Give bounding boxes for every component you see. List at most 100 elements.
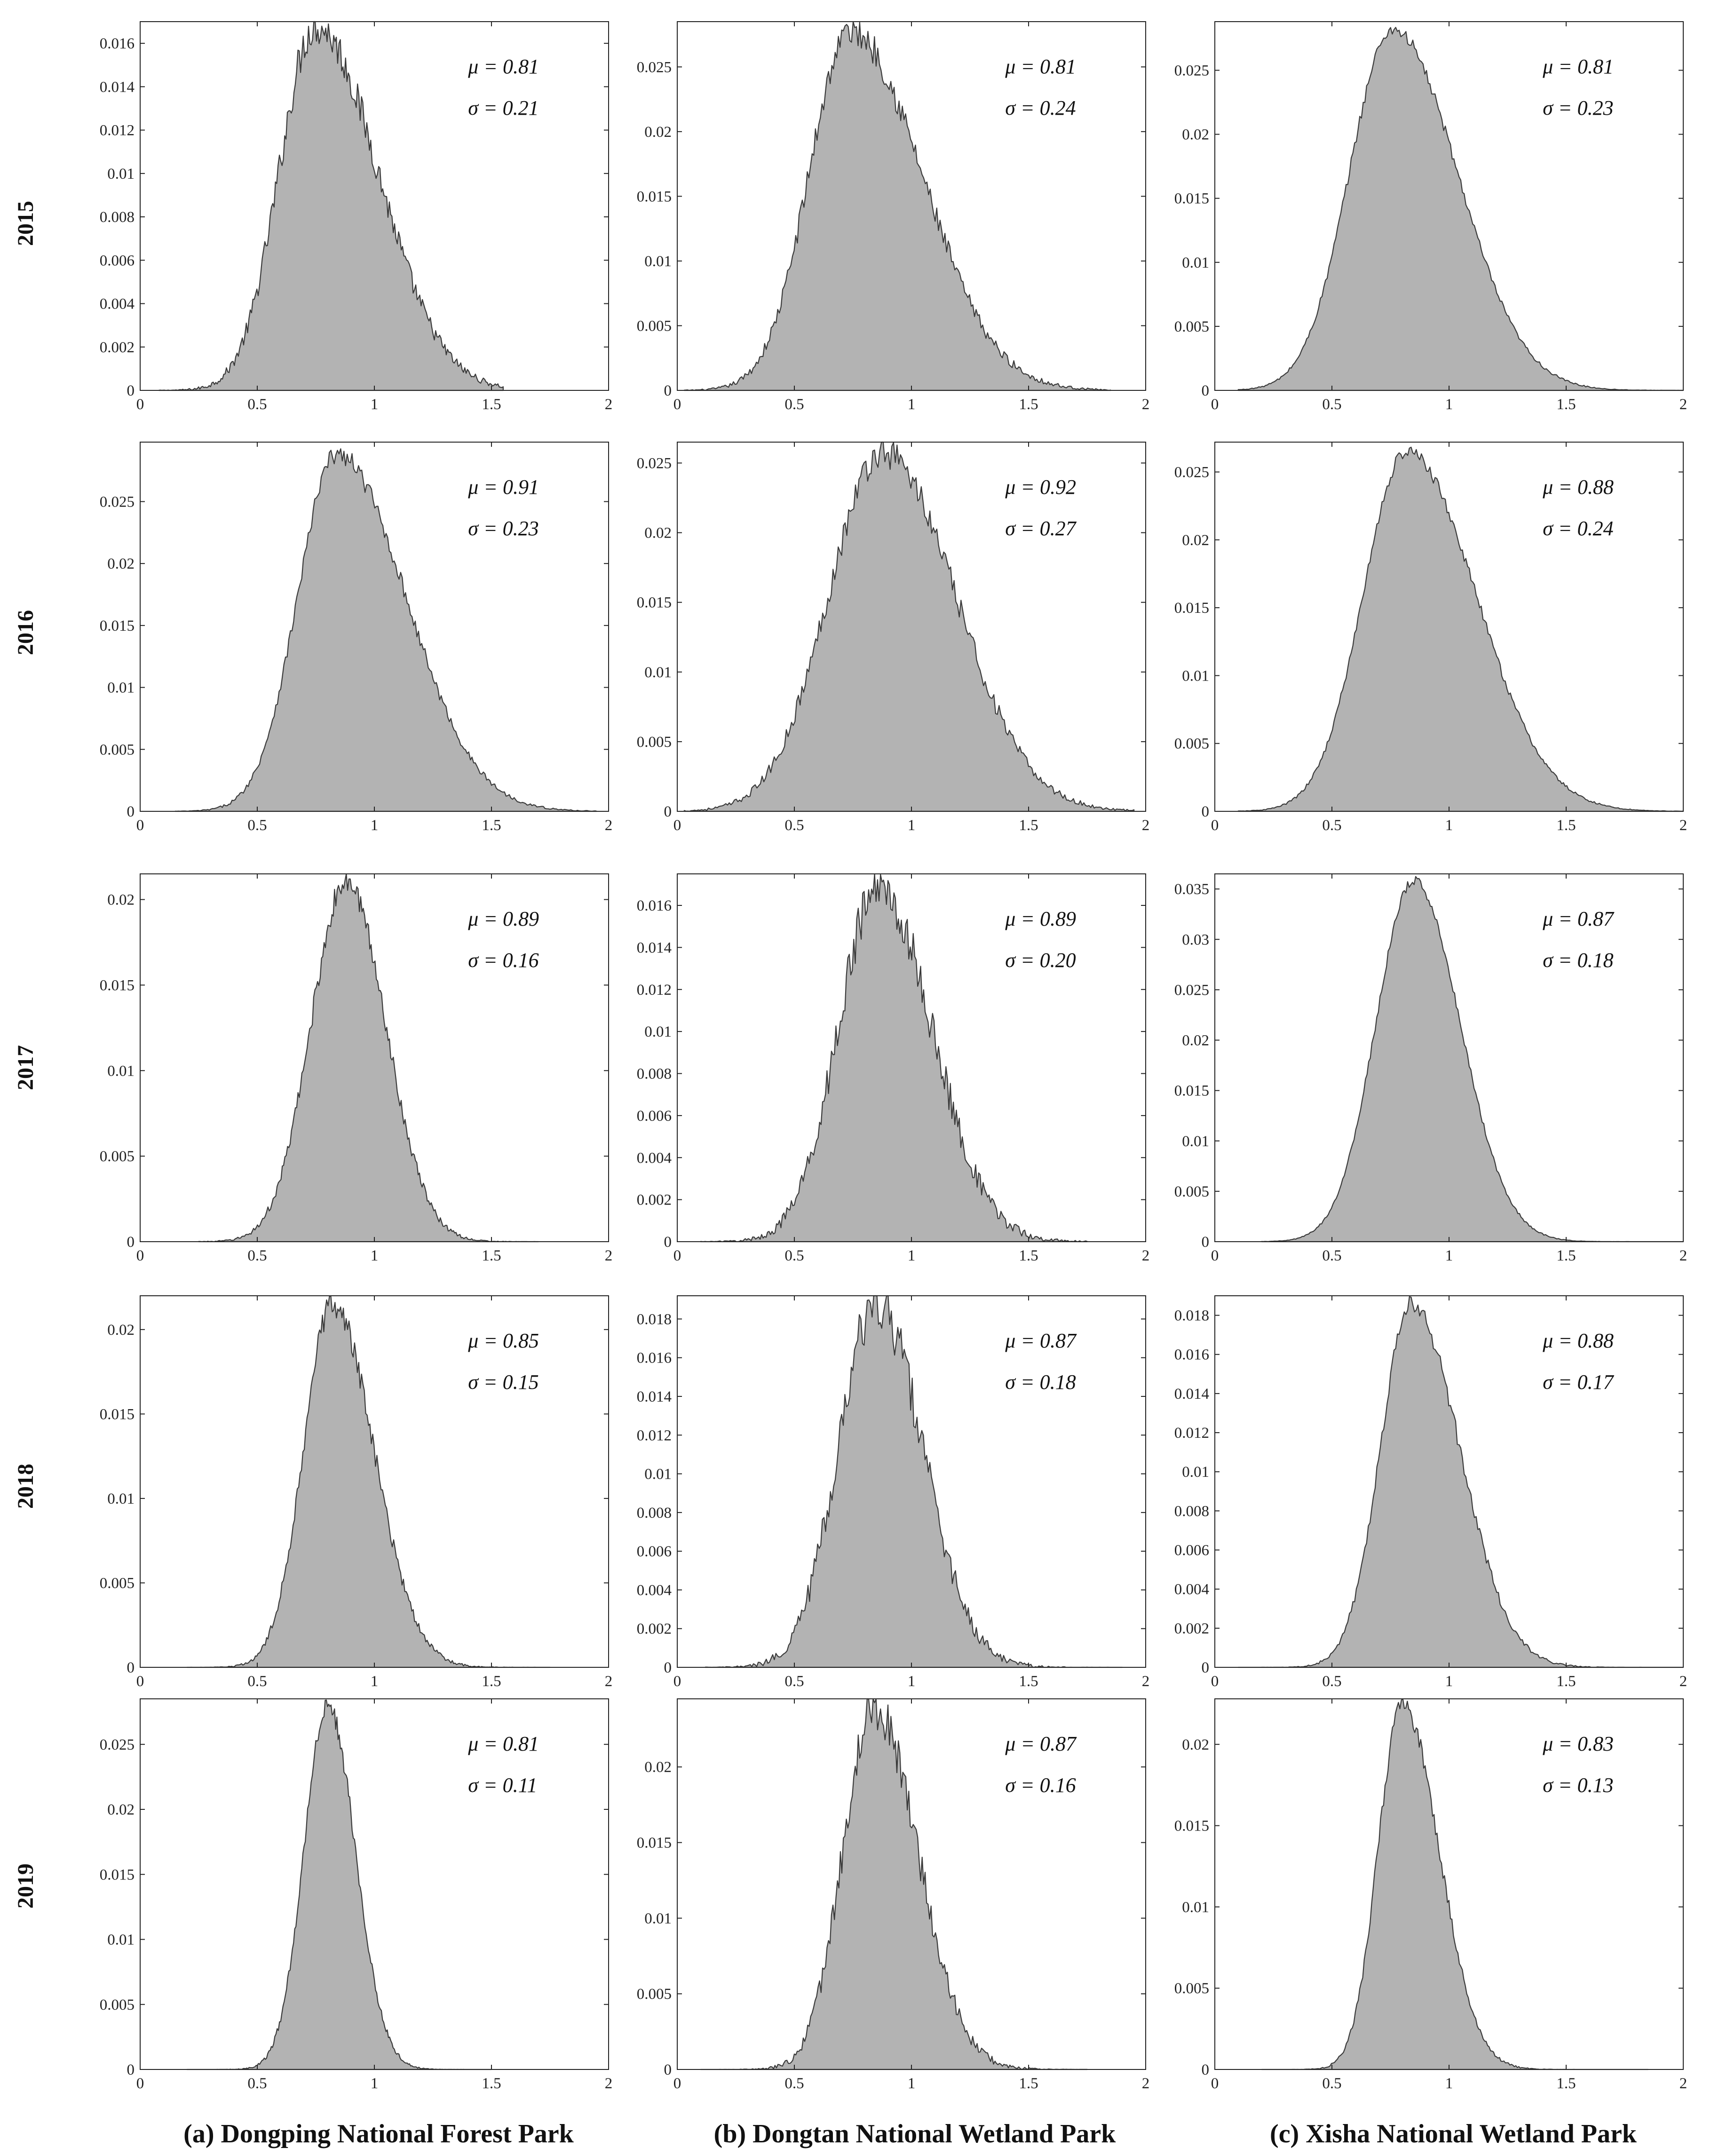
y-tick-label-2015-dongtan: 0.02 bbox=[644, 124, 672, 141]
sigma-label-2016-dongtan: σ = 0.27 bbox=[1005, 517, 1077, 540]
x-tick-label-2017-dongtan: 1 bbox=[908, 1247, 916, 1264]
y-tick-label-2016-dongping: 0.005 bbox=[100, 741, 135, 758]
sigma-label-2015-xisha: σ = 0.23 bbox=[1543, 96, 1613, 119]
y-tick-label-2015-xisha: 0.02 bbox=[1182, 127, 1209, 143]
y-tick-label-2016-xisha: 0.02 bbox=[1182, 532, 1209, 549]
y-tick-label-2016-dongtan: 0.005 bbox=[637, 734, 672, 751]
y-tick-label-2018-dongtan: 0.004 bbox=[637, 1582, 672, 1599]
y-tick-label-2015-dongping: 0.01 bbox=[107, 166, 135, 182]
y-tick-label-2015-xisha: 0 bbox=[1202, 382, 1210, 399]
x-tick-label-2015-xisha: 0.5 bbox=[1322, 396, 1341, 413]
y-tick-label-2019-dongping: 0.005 bbox=[100, 1997, 135, 2013]
x-tick-label-2016-dongping: 0 bbox=[136, 817, 144, 834]
y-tick-label-2018-dongtan: 0.014 bbox=[637, 1388, 672, 1405]
y-tick-label-2015-xisha: 0.015 bbox=[1174, 190, 1209, 207]
x-tick-label-2017-dongping: 0 bbox=[136, 1247, 144, 1264]
y-tick-label-2016-xisha: 0 bbox=[1202, 803, 1210, 820]
y-tick-label-2015-dongping: 0.004 bbox=[100, 296, 135, 313]
y-tick-label-2018-xisha: 0 bbox=[1202, 1659, 1210, 1676]
y-tick-label-2017-dongtan: 0.002 bbox=[637, 1192, 672, 1209]
y-tick-label-2015-xisha: 0.01 bbox=[1182, 254, 1209, 271]
x-tick-label-2019-dongping: 2 bbox=[605, 2075, 613, 2092]
mu-label-2018-xisha: μ = 0.88 bbox=[1542, 1329, 1614, 1352]
x-tick-label-2018-dongtan: 0 bbox=[673, 1673, 681, 1690]
sigma-label-2019-dongping: σ = 0.11 bbox=[468, 1774, 537, 1797]
y-tick-label-2016-xisha: 0.015 bbox=[1174, 600, 1209, 617]
panel-2019-xisha: 0 0.5 1 1.5 2 0 0.005 0.01 0.015 0.02 μ = 0.83 σ = … bbox=[1174, 1698, 1687, 2092]
y-tick-label-2016-dongping: 0.02 bbox=[107, 555, 135, 572]
y-tick-label-2018-xisha: 0.01 bbox=[1182, 1464, 1209, 1481]
x-tick-label-2018-dongtan: 1 bbox=[908, 1673, 916, 1690]
mu-label-2016-dongtan: μ = 0.92 bbox=[1005, 476, 1076, 499]
y-tick-label-2017-xisha: 0.035 bbox=[1174, 881, 1209, 898]
y-tick-label-2019-xisha: 0.015 bbox=[1174, 1818, 1209, 1835]
x-tick-label-2015-dongtan: 1 bbox=[908, 396, 916, 413]
sigma-label-2019-xisha: σ = 0.13 bbox=[1543, 1774, 1613, 1797]
sigma-label-2015-dongping: σ = 0.21 bbox=[468, 96, 539, 119]
sigma-label-2017-xisha: σ = 0.18 bbox=[1543, 949, 1613, 972]
panel-2017-dongtan: 0 0.5 1 1.5 2 0 0.002 0.004 0.006 0.008 0.01 0.012 0… bbox=[637, 873, 1149, 1264]
mu-label-2015-dongtan: μ = 0.81 bbox=[1005, 55, 1076, 78]
panels-layer: 0 0.5 1 1.5 200.0020.0040.0060.0080.010.0120… bbox=[100, 21, 1687, 2092]
x-tick-label-2015-xisha: 0 bbox=[1211, 396, 1219, 413]
y-tick-label-2015-dongping: 0.016 bbox=[100, 35, 135, 52]
density-area-2017-dongtan bbox=[700, 873, 1088, 1243]
sigma-label-2015-dongtan: σ = 0.24 bbox=[1005, 96, 1076, 119]
x-tick-label-2019-xisha: 1 bbox=[1445, 2075, 1453, 2092]
x-tick-label-2019-xisha: 2 bbox=[1679, 2075, 1687, 2092]
x-tick-label-2016-xisha: 0 bbox=[1211, 817, 1219, 834]
x-tick-label-2018-dongping: 0.5 bbox=[247, 1673, 267, 1690]
x-tick-label-2015-dongtan: 2 bbox=[1142, 396, 1150, 413]
x-tick-label-2015-dongping: 1.5 bbox=[482, 396, 501, 413]
y-tick-label-2016-dongtan: 0 bbox=[664, 803, 672, 820]
x-tick-label-2018-xisha: 0.5 bbox=[1322, 1673, 1341, 1690]
column-title-xisha: (c) Xisha National Wetland Park bbox=[1270, 2119, 1637, 2148]
y-tick-label-2016-xisha: 0.01 bbox=[1182, 667, 1209, 684]
mu-label-2017-dongtan: μ = 0.89 bbox=[1005, 907, 1076, 930]
mu-label-2018-dongping: μ = 0.85 bbox=[467, 1329, 539, 1352]
y-tick-label-2015-dongtan: 0.015 bbox=[637, 188, 672, 205]
x-tick-label-2019-dongping: 0 bbox=[136, 2075, 144, 2092]
x-tick-label-2018-xisha: 1.5 bbox=[1556, 1673, 1576, 1690]
panel-2016-dongping: 0 0.5 1 1.5 2 0 0.005 0.01 0.015 0.02 0.025 μ = 0.9… bbox=[100, 442, 613, 834]
y-tick-label-2017-xisha: 0 bbox=[1202, 1234, 1210, 1251]
mu-label-2017-xisha: μ = 0.87 bbox=[1542, 907, 1615, 930]
x-tick-label-2019-dongtan: 0.5 bbox=[784, 2075, 804, 2092]
x-tick-label-2015-dongping: 2 bbox=[605, 396, 613, 413]
y-tick-label-2017-dongping: 0.005 bbox=[100, 1148, 135, 1165]
x-tick-label-2015-dongtan: 0 bbox=[673, 396, 681, 413]
y-tick-label-2017-dongtan: 0.01 bbox=[644, 1023, 672, 1040]
y-tick-label-2017-dongping: 0.01 bbox=[107, 1062, 135, 1079]
x-tick-label-2018-xisha: 1 bbox=[1445, 1673, 1453, 1690]
x-tick-label-2016-dongtan: 1 bbox=[908, 817, 916, 834]
mu-label-2018-dongtan: μ = 0.87 bbox=[1005, 1329, 1077, 1352]
x-tick-label-2017-dongping: 1.5 bbox=[482, 1247, 501, 1264]
mu-label-2019-xisha: μ = 0.83 bbox=[1542, 1732, 1614, 1755]
y-tick-label-2019-dongping: 0.015 bbox=[100, 1866, 135, 1883]
row-label-2019: 2019 bbox=[13, 1863, 38, 1909]
y-tick-label-2019-dongping: 0 bbox=[127, 2061, 135, 2078]
x-tick-label-2016-dongtan: 1.5 bbox=[1019, 817, 1038, 834]
y-tick-label-2018-xisha: 0.014 bbox=[1174, 1386, 1209, 1403]
y-tick-label-2016-dongtan: 0.015 bbox=[637, 594, 672, 611]
x-tick-label-2018-dongping: 2 bbox=[605, 1673, 613, 1690]
y-tick-label-2015-dongping: 0.012 bbox=[100, 122, 135, 139]
x-tick-label-2016-dongping: 2 bbox=[605, 817, 613, 834]
panel-2017-xisha: 0 0.5 1 1.5 2 0 0.005 0.01 0.015 0.02 0.025 0.03 0.0… bbox=[1174, 873, 1687, 1264]
x-tick-label-2015-dongping: 1 bbox=[371, 396, 379, 413]
sigma-label-2019-dongtan: σ = 0.16 bbox=[1005, 1774, 1076, 1797]
x-tick-label-2019-xisha: 1.5 bbox=[1556, 2075, 1576, 2092]
density-area-2016-dongping bbox=[174, 448, 598, 812]
panel-2017-dongping: 0 0.5 1 1.5 2 0 0.005 0.01 0.015 0.02 μ = 0.89 σ = … bbox=[100, 873, 612, 1264]
row-label-2016: 2016 bbox=[13, 610, 38, 655]
y-tick-label-2015-xisha: 0.005 bbox=[1174, 318, 1209, 335]
y-tick-label-2018-xisha: 0.006 bbox=[1174, 1542, 1209, 1559]
y-tick-label-2018-xisha: 0.012 bbox=[1174, 1425, 1209, 1442]
sigma-label-2016-xisha: σ = 0.24 bbox=[1543, 517, 1613, 540]
y-tick-label-2017-dongtan: 0.008 bbox=[637, 1066, 672, 1083]
y-tick-label-2019-dongping: 0.025 bbox=[100, 1736, 135, 1753]
x-tick-label-2016-dongtan: 0.5 bbox=[784, 817, 804, 834]
x-tick-label-2015-dongtan: 0.5 bbox=[784, 396, 804, 413]
row-label-2018: 2018 bbox=[13, 1464, 38, 1509]
y-tick-label-2017-xisha: 0.01 bbox=[1182, 1133, 1209, 1150]
